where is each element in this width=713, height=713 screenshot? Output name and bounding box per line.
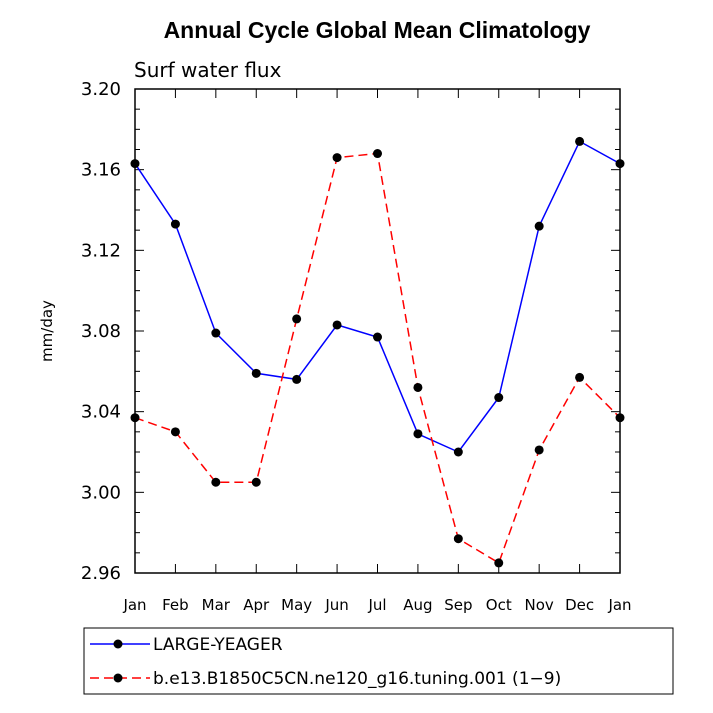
y-tick-label: 3.16 [81, 160, 121, 181]
series-2-point [413, 382, 423, 392]
x-tick-label: Jan [122, 596, 146, 614]
series-1-point [575, 136, 585, 146]
series-1-point [211, 328, 221, 338]
series-2-point [534, 445, 544, 455]
series-1-point [292, 374, 302, 384]
legend-label-1: LARGE-YEAGER [153, 635, 283, 655]
legend: LARGE-YEAGER b.e13.B1850C5CN.ne120_g16.tu… [90, 635, 561, 689]
x-tick-label: Apr [243, 596, 270, 614]
series-1-point [413, 429, 423, 439]
series-1-point [251, 368, 261, 378]
series-1-point [332, 320, 342, 330]
series-2-point [494, 558, 504, 568]
y-tick-label: 3.00 [81, 482, 121, 503]
series-1-point [170, 219, 180, 229]
series-2-point [373, 149, 382, 159]
x-tick-label: Jan [607, 596, 631, 614]
plot-frame [134, 88, 621, 574]
series-1-point [373, 332, 382, 342]
x-tick-label: May [281, 596, 312, 614]
series-layer [130, 136, 625, 568]
x-tick-label: Sep [444, 596, 472, 614]
series-2-point [575, 372, 585, 382]
chart-title: Annual Cycle Global Mean Climatology [164, 17, 591, 43]
series-1-point [615, 159, 625, 169]
series-1-point [453, 447, 463, 457]
series-1-point [534, 221, 544, 231]
series-1-point [130, 159, 140, 169]
x-tick-label: Jul [367, 596, 386, 614]
series-2-point [130, 413, 140, 423]
series-2-point [170, 427, 180, 437]
x-tick-label: Aug [403, 596, 432, 614]
series-line-1 [134, 140, 621, 453]
series-2-point [615, 413, 625, 423]
y-tick-label: 3.20 [81, 79, 121, 100]
y-tick-label: 3.08 [81, 321, 121, 342]
series-2-point [453, 534, 463, 544]
axis-ticks [134, 88, 621, 574]
series-line-2 [134, 152, 621, 565]
y-tick-label: 2.96 [81, 563, 121, 584]
series-2-point [251, 477, 261, 487]
y-tick-labels: 2.96 3.00 3.04 3.08 3.12 3.16 3.20 [81, 79, 121, 584]
series-2-point [332, 153, 342, 163]
y-tick-label: 3.04 [81, 402, 121, 423]
x-tick-labels: Jan Feb Mar Apr May Jun Jul Aug Sep Oct Nov Dec Jan [122, 596, 631, 614]
y-axis-label: mm/day [38, 300, 56, 362]
x-tick-label: Oct [486, 596, 512, 614]
legend-box [83, 627, 674, 695]
x-tick-label: Dec [565, 596, 594, 614]
series-1-point [494, 393, 504, 403]
x-tick-label: Jun [324, 596, 348, 614]
legend-marker-1 [113, 639, 123, 649]
x-tick-label: Feb [162, 596, 189, 614]
y-tick-label: 3.12 [81, 240, 121, 261]
legend-marker-2 [113, 673, 123, 683]
chart-subtitle: Surf water flux [134, 58, 282, 82]
legend-label-2: b.e13.B1850C5CN.ne120_g16.tuning.001 (1−… [153, 669, 561, 689]
series-2-point [292, 314, 302, 324]
x-tick-label: Mar [202, 596, 231, 614]
series-2-point [211, 477, 221, 487]
x-tick-label: Nov [525, 596, 554, 614]
